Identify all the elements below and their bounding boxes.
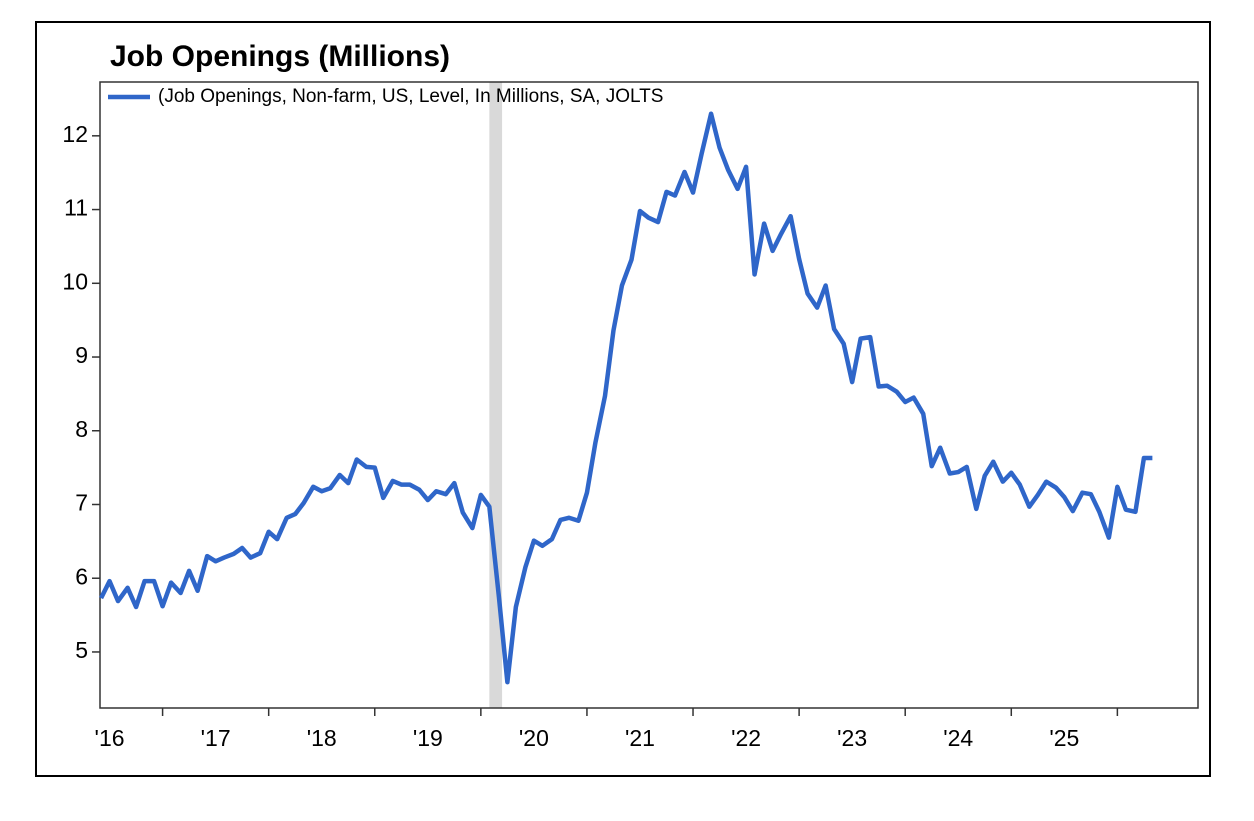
y-tick-label: 11	[64, 195, 88, 221]
y-tick-label: 12	[62, 121, 88, 147]
y-tick-label: 9	[75, 342, 88, 368]
chart-title: Job Openings (Millions)	[110, 40, 450, 73]
y-tick-label: 7	[75, 490, 88, 516]
plot-border	[99, 81, 1199, 709]
x-tick-label: '20	[519, 725, 549, 751]
x-tick-label: '19	[413, 725, 443, 751]
x-tick-label: '24	[943, 725, 973, 751]
x-tick-label: '18	[307, 725, 337, 751]
series-line	[99, 111, 1153, 685]
x-tick-label: '21	[625, 725, 655, 751]
x-tick-label: '17	[201, 725, 231, 751]
x-tick-label: '16	[95, 725, 125, 751]
y-tick-label: 10	[62, 268, 88, 294]
y-tick-label: 8	[75, 416, 88, 442]
x-tick-label: '23	[837, 725, 867, 751]
legend-label: (Job Openings, Non-farm, US, Level, In M…	[158, 86, 663, 107]
y-tick-label: 5	[75, 637, 88, 663]
y-tick-label: 6	[75, 563, 88, 589]
x-tick-label: '25	[1049, 725, 1079, 751]
x-tick-label: '22	[731, 725, 761, 751]
frame	[35, 21, 1211, 777]
